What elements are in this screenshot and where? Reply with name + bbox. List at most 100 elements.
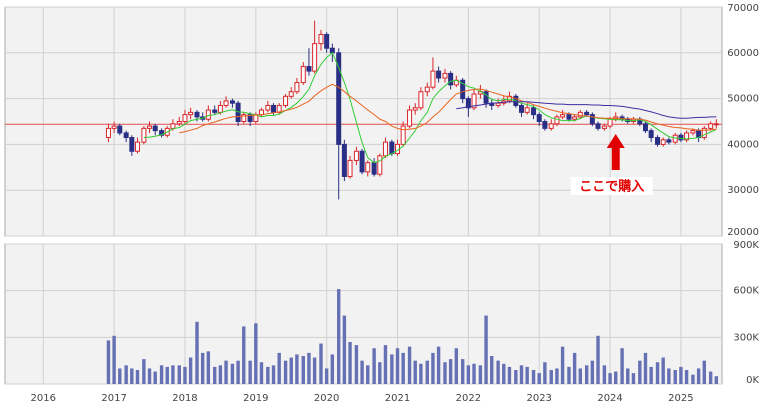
candle-body <box>141 127 147 143</box>
volume-bar <box>431 352 435 384</box>
x-tick-label: 2021 <box>385 393 410 404</box>
annotation-arrow <box>606 134 625 170</box>
volume-bar <box>319 343 323 384</box>
volume-bar <box>638 360 642 384</box>
candle-body <box>589 114 595 125</box>
candle-body <box>212 109 218 113</box>
volume-bar <box>714 376 719 384</box>
volume-bar <box>324 368 329 384</box>
volume-bar <box>614 371 618 384</box>
candle-body <box>129 137 135 152</box>
x-tick-label: 2019 <box>243 393 268 404</box>
candle-body <box>176 121 182 125</box>
candle-body <box>247 114 253 122</box>
volume-bar <box>460 359 465 384</box>
volume-bar <box>679 366 683 384</box>
volume-bar <box>135 370 140 384</box>
candle-body <box>660 139 666 145</box>
volume-bar <box>337 289 341 384</box>
volume-bar <box>555 368 559 384</box>
candle-body <box>400 125 406 145</box>
volume-bar <box>295 354 299 384</box>
volume-bar <box>213 366 217 384</box>
candle-body <box>524 107 530 113</box>
candle-body <box>300 66 306 84</box>
candle-body <box>518 104 524 113</box>
candle-body <box>271 104 277 113</box>
candle-body <box>382 141 388 157</box>
volume-bar <box>626 368 630 384</box>
y-tick-label: 600K <box>733 286 759 297</box>
volume-bar <box>436 346 441 384</box>
candle-body <box>182 114 188 122</box>
candle-body <box>265 104 271 111</box>
volume-bar <box>383 345 388 384</box>
candle-body <box>353 150 359 161</box>
volume-bar <box>655 362 660 384</box>
volume-bar <box>684 370 689 384</box>
candle-body <box>595 123 601 129</box>
volume-bar <box>242 326 246 384</box>
volume-bar <box>519 365 524 384</box>
volume-bar <box>153 371 157 384</box>
volume-bar <box>218 365 223 384</box>
candle-body <box>365 162 371 173</box>
volume-bar <box>602 365 607 384</box>
volume-bar <box>118 368 122 384</box>
volume-bar <box>366 365 370 384</box>
candle-body <box>690 130 696 134</box>
volume-bar <box>673 370 677 384</box>
volume-bar <box>147 368 152 384</box>
y-tick-label: 900K <box>733 240 759 251</box>
volume-bar <box>466 365 471 384</box>
candle-body <box>359 150 365 173</box>
candle-body <box>684 132 690 141</box>
volume-bar <box>248 360 252 384</box>
volume-bar <box>620 348 624 384</box>
volume-bar <box>289 357 293 384</box>
moving-average-line <box>179 83 717 134</box>
candle-body <box>111 125 117 129</box>
volume-bar <box>183 366 187 384</box>
x-tick-label: 2016 <box>31 393 56 404</box>
x-tick-label: 2020 <box>314 393 339 404</box>
volume-bar <box>312 357 317 384</box>
volume-bar <box>188 357 193 384</box>
candle-body <box>460 79 466 100</box>
candle-body <box>324 33 330 49</box>
volume-bar <box>708 371 713 384</box>
volume-bar <box>419 363 423 384</box>
volume-bar <box>478 365 483 384</box>
price-panel <box>4 6 723 237</box>
candle-body <box>601 125 607 129</box>
volume-bar <box>691 374 695 384</box>
candle-body <box>123 132 129 139</box>
volume-bar <box>283 360 288 384</box>
candle-body <box>436 70 442 79</box>
candle-body <box>283 95 289 106</box>
candle-body <box>170 123 176 129</box>
volume-bar <box>549 370 553 384</box>
candle-body <box>442 72 448 79</box>
volume-bar <box>543 362 547 384</box>
candle-body <box>678 134 684 141</box>
volume-bar <box>395 348 400 384</box>
volume-bar <box>124 365 128 384</box>
candle-body <box>560 114 566 118</box>
candle-body <box>147 125 153 129</box>
x-tick-label: 2025 <box>668 393 693 404</box>
candle-body <box>371 162 377 175</box>
volume-bar <box>330 354 335 384</box>
volume-bar <box>578 368 583 384</box>
candle-body <box>701 127 707 139</box>
candle-body <box>407 109 413 127</box>
volume-bar <box>484 315 488 384</box>
candle-body <box>448 72 454 86</box>
volume-bar <box>130 368 134 384</box>
volume-bar <box>177 365 181 384</box>
volume-bar <box>490 356 494 384</box>
candle-body <box>465 98 471 109</box>
volume-bar <box>608 373 612 384</box>
x-tick-label: 2022 <box>456 393 481 404</box>
volume-bar <box>514 370 518 384</box>
